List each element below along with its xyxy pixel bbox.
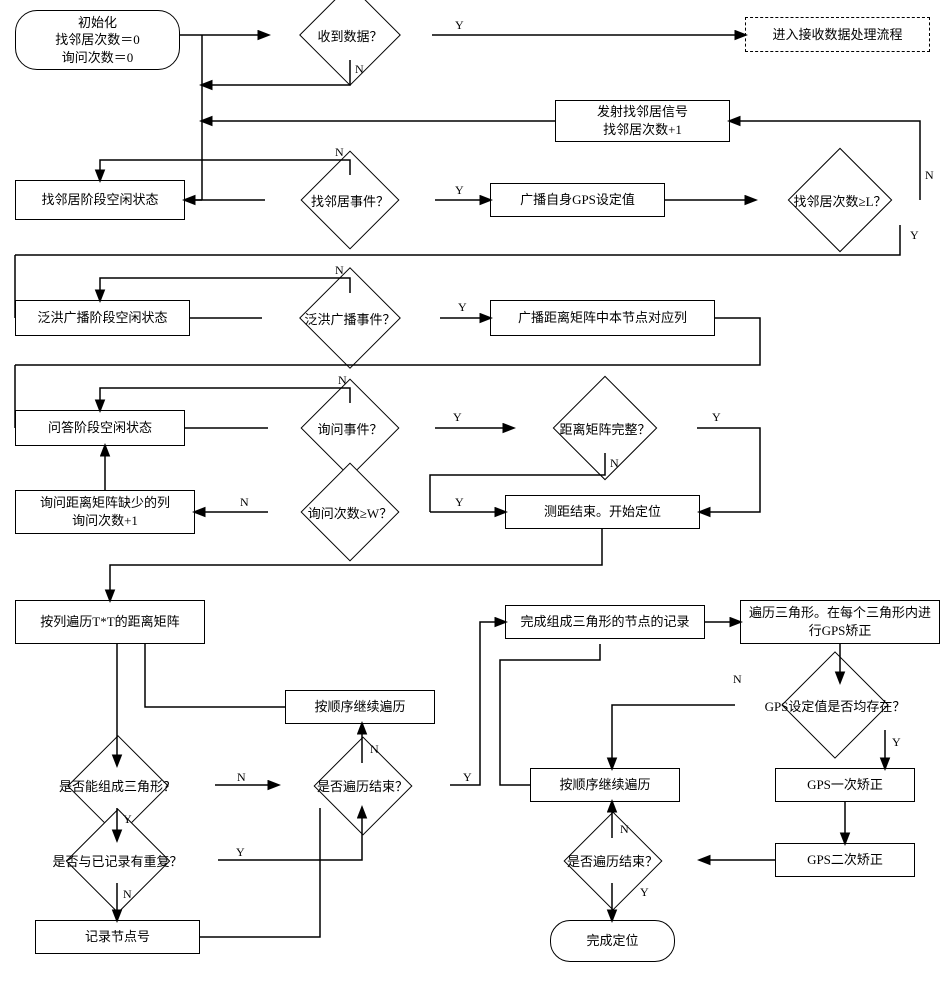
- process-flood-broadcast: 广播距离矩阵中本节点对应列: [490, 300, 715, 336]
- edge-label-n-8: N: [237, 770, 246, 785]
- decision-matrix-complete-label: 距离矩阵完整？: [510, 403, 700, 453]
- edge-label-y-2: Y: [910, 228, 919, 243]
- edge-label-n-4: N: [335, 263, 344, 278]
- decision-traverse-end-2-label: 是否遍历结束？: [525, 838, 700, 883]
- decision-received-data-label: 收到数据？: [265, 10, 435, 60]
- edge-label-n-3: N: [335, 145, 344, 160]
- process-continue-traverse-2: 按顺序继续遍历: [530, 768, 680, 802]
- process-gps-correct-1: GPS一次矫正: [775, 768, 915, 802]
- edge-label-y-11: Y: [892, 735, 901, 750]
- decision-query-event-label: 询问事件？: [265, 403, 435, 453]
- edge-label-n-11: N: [733, 672, 742, 687]
- decision-matrix-complete: 距离矩阵完整？: [510, 403, 700, 453]
- process-neighbor-idle: 找邻居阶段空闲状态: [15, 180, 185, 220]
- edge-label-n-9: N: [370, 742, 379, 757]
- edge-label-y-8: Y: [123, 812, 132, 827]
- process-traverse-matrix: 按列遍历T*T的距离矩阵: [15, 600, 205, 644]
- decision-traverse-end: 是否遍历结束？: [275, 763, 450, 808]
- decision-query-count-label: 询问次数≥W？: [265, 487, 435, 537]
- process-traverse-triangles: 遍历三角形。在每个三角形内进 行GPS矫正: [740, 600, 940, 644]
- edge-label-n-5: N: [338, 373, 347, 388]
- decision-query-event: 询问事件？: [265, 403, 435, 453]
- process-range-done: 测距结束。开始定位: [505, 495, 700, 529]
- decision-neighbor-count-label: 找邻居次数≥L？: [750, 175, 930, 225]
- decision-flood-event: 泛洪广播事件？: [260, 293, 440, 343]
- decision-query-count: 询问次数≥W？: [265, 487, 435, 537]
- edge-label-n-1: N: [355, 62, 364, 77]
- decision-duplicate-label: 是否与已记录有重复？: [15, 838, 220, 883]
- process-broadcast-gps: 广播自身GPS设定值: [490, 183, 665, 217]
- edge-label-y-9: Y: [463, 770, 472, 785]
- process-ask-missing: 询问距离矩阵缺少的列 询问次数+1: [15, 490, 195, 534]
- edge-label-n-10: N: [123, 887, 132, 902]
- edge-label-n-12: N: [620, 822, 629, 837]
- edge-label-y-1: Y: [455, 18, 464, 33]
- edge-label-y-7: Y: [455, 495, 464, 510]
- process-enter-recv: 进入接收数据处理流程: [745, 17, 930, 52]
- decision-flood-event-label: 泛洪广播事件？: [260, 293, 440, 343]
- decision-gps-exists-label: GPS设定值是否均存在？: [730, 680, 940, 730]
- decision-traverse-end-label: 是否遍历结束？: [275, 763, 450, 808]
- decision-neighbor-event: 找邻居事件？: [265, 175, 435, 225]
- edge-label-y-5: Y: [453, 410, 462, 425]
- decision-can-triangle: 是否能组成三角形？: [20, 763, 215, 808]
- edge-label-n-2: N: [925, 168, 934, 183]
- edge-label-n-7: N: [240, 495, 249, 510]
- decision-can-triangle-label: 是否能组成三角形？: [20, 763, 215, 808]
- edge-label-y-10: Y: [236, 845, 245, 860]
- process-emit-neighbor: 发射找邻居信号 找邻居次数+1: [555, 100, 730, 142]
- decision-traverse-end-2: 是否遍历结束？: [525, 838, 700, 883]
- terminator-done: 完成定位: [550, 920, 675, 962]
- edge-label-n-6: N: [610, 456, 619, 471]
- edge-label-y-6: Y: [712, 410, 721, 425]
- process-flood-idle: 泛洪广播阶段空闲状态: [15, 300, 190, 336]
- process-record-node: 记录节点号: [35, 920, 200, 954]
- decision-received-data: 收到数据？: [265, 10, 435, 60]
- process-continue-traverse: 按顺序继续遍历: [285, 690, 435, 724]
- process-qa-idle: 问答阶段空闲状态: [15, 410, 185, 446]
- edge-label-y-3: Y: [455, 183, 464, 198]
- edge-label-y-4: Y: [458, 300, 467, 315]
- process-record-triangle-nodes: 完成组成三角形的节点的记录: [505, 605, 705, 639]
- start-node: 初始化 找邻居次数＝0 询问次数＝0: [15, 10, 180, 70]
- decision-neighbor-event-label: 找邻居事件？: [265, 175, 435, 225]
- decision-duplicate: 是否与已记录有重复？: [15, 838, 220, 883]
- edge-label-y-12: Y: [640, 885, 649, 900]
- process-gps-correct-2: GPS二次矫正: [775, 843, 915, 877]
- decision-gps-exists: GPS设定值是否均存在？: [730, 680, 940, 730]
- decision-neighbor-count: 找邻居次数≥L？: [750, 175, 930, 225]
